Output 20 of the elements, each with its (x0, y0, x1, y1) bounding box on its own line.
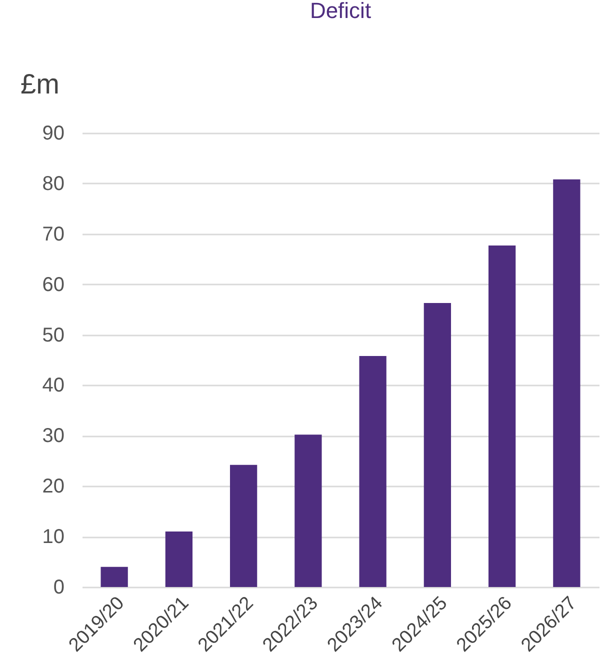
bar (100, 566, 128, 587)
y-tick-label: 60 (42, 274, 64, 296)
y-axis-title: £m (20, 68, 60, 100)
y-tick-label: 10 (42, 526, 64, 548)
bar (488, 245, 516, 587)
y-tick-label: 30 (42, 425, 64, 448)
y-tick-label: 50 (42, 324, 64, 346)
y-tick-label: 70 (42, 223, 64, 246)
bar (165, 532, 193, 587)
y-tick-label: 40 (42, 374, 64, 397)
bar (294, 434, 322, 587)
bar (553, 179, 580, 587)
bar (230, 464, 258, 587)
bar (424, 303, 452, 587)
y-tick-label: 0 (53, 576, 64, 598)
y-tick-label: 90 (42, 122, 64, 144)
y-tick-label: 20 (42, 476, 64, 498)
y-tick-label: 80 (42, 172, 64, 195)
chart-title: Deficit (310, 0, 372, 23)
bar (359, 356, 386, 587)
